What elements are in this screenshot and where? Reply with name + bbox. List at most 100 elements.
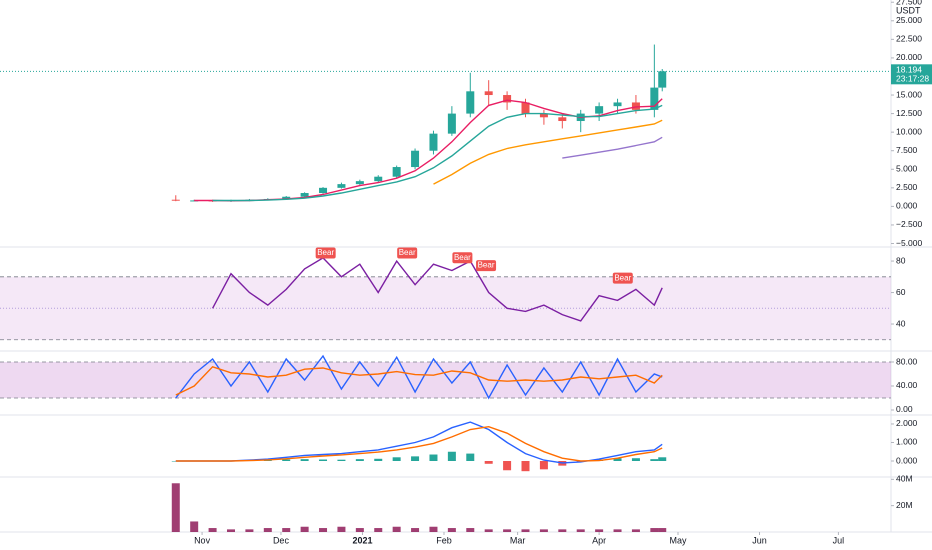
volume-bar xyxy=(411,528,420,532)
candle-body xyxy=(171,199,180,201)
candle-body xyxy=(503,95,512,103)
y-tick-label: 20.000 xyxy=(896,52,922,62)
y-tick-label: 2.500 xyxy=(896,182,918,192)
y-tick-label: 40M xyxy=(896,474,913,484)
histogram-bar xyxy=(650,459,659,461)
annotation-box xyxy=(397,247,418,259)
annotation-label: Bear xyxy=(399,248,416,257)
volume-bar xyxy=(447,528,456,532)
histogram-bar xyxy=(631,458,640,461)
x-tick-label: Feb xyxy=(436,535,452,545)
volume-bar xyxy=(503,529,512,532)
indicator-line xyxy=(433,119,663,185)
annotation-label: Bear xyxy=(317,248,334,257)
volume-bar xyxy=(392,526,401,532)
volume-bar xyxy=(226,529,235,532)
candle-body xyxy=(595,106,604,114)
histogram-bar xyxy=(319,459,328,461)
volume-bar xyxy=(631,529,640,532)
candle-body xyxy=(429,133,438,151)
volume-bar xyxy=(300,526,309,532)
last-price-box xyxy=(891,64,932,85)
volume-bar xyxy=(282,528,291,532)
y-tick-label: 0.000 xyxy=(896,201,918,211)
volume-bar xyxy=(539,529,548,532)
histogram-bar xyxy=(503,461,512,471)
histogram-bar xyxy=(466,453,475,461)
candle-body xyxy=(447,113,456,134)
candle-body xyxy=(190,200,199,202)
candle-body xyxy=(650,87,659,110)
annotation-box xyxy=(612,272,633,284)
indicator-line xyxy=(212,104,663,202)
oscillator-band xyxy=(0,362,891,398)
annotation-box xyxy=(452,252,473,264)
histogram-bar xyxy=(263,460,272,461)
volume-bar xyxy=(521,529,530,532)
candle-body xyxy=(337,184,346,188)
x-tick-label: Jul xyxy=(833,535,845,545)
candle-body xyxy=(484,91,493,96)
y-tick-label: 25.000 xyxy=(896,15,922,25)
histogram-bar xyxy=(447,451,456,461)
volume-bar xyxy=(576,529,585,532)
volume-bar xyxy=(429,526,438,532)
histogram-bar xyxy=(411,456,420,461)
volume-bar xyxy=(355,528,364,532)
volume-bar xyxy=(337,526,346,532)
candle-body xyxy=(658,71,667,88)
annotation-label: Bear xyxy=(478,261,495,270)
candle-body xyxy=(355,181,364,185)
y-tick-label: −2.500 xyxy=(896,219,923,229)
x-tick-label: Mar xyxy=(510,535,526,545)
annotation-box xyxy=(315,247,336,259)
volume-bar xyxy=(374,528,383,532)
y-tick-label: 2.000 xyxy=(896,418,918,428)
y-tick-label: 22.500 xyxy=(896,34,922,44)
histogram-bar xyxy=(374,458,383,461)
y-tick-label: 0.00 xyxy=(896,404,913,414)
volume-bar xyxy=(319,528,328,532)
candle-body xyxy=(392,167,401,177)
y-tick-label: 27.500 xyxy=(896,0,922,6)
candle-body xyxy=(411,150,420,168)
volume-bar xyxy=(484,529,493,532)
y-tick-label: 10.000 xyxy=(896,126,922,136)
y-tick-label: 80.00 xyxy=(896,356,918,366)
annotation-label: Bear xyxy=(454,253,471,262)
candle-body xyxy=(466,91,475,114)
histogram-bar xyxy=(613,458,622,461)
y-tick-label: 40 xyxy=(896,318,906,328)
indicator-line xyxy=(211,257,663,322)
volume-bar xyxy=(208,528,217,532)
candle-body xyxy=(613,102,622,107)
candle-body xyxy=(631,102,640,110)
oscillator-band xyxy=(0,276,891,340)
y-tick-label: 0.000 xyxy=(896,455,918,465)
volume-bar xyxy=(595,529,604,532)
histogram-bar xyxy=(521,461,530,472)
histogram-bar xyxy=(355,459,364,461)
x-tick-label: Jun xyxy=(752,535,767,545)
x-tick-label: May xyxy=(670,535,688,545)
indicator-line xyxy=(175,425,663,462)
y-tick-label: 15.000 xyxy=(896,89,922,99)
y-tick-label: 1.000 xyxy=(896,437,918,447)
volume-bar xyxy=(466,528,475,532)
candle-body xyxy=(539,113,548,118)
annotation-box xyxy=(476,260,497,272)
y-tick-label: 7.500 xyxy=(896,145,918,155)
volume-bar xyxy=(650,528,659,532)
histogram-bar xyxy=(300,459,309,461)
x-tick-label: Dec xyxy=(273,535,290,545)
last-price-label: 18.194 xyxy=(896,65,922,75)
histogram-bar xyxy=(282,459,291,461)
x-tick-label: Apr xyxy=(592,535,606,545)
candle-body xyxy=(319,187,328,194)
y-tick-label: 5.000 xyxy=(896,164,918,174)
y-tick-label: −5.000 xyxy=(896,238,923,248)
x-tick-label: 2021 xyxy=(352,535,372,545)
histogram-bar xyxy=(658,457,667,461)
y-tick-label: 40.00 xyxy=(896,380,918,390)
